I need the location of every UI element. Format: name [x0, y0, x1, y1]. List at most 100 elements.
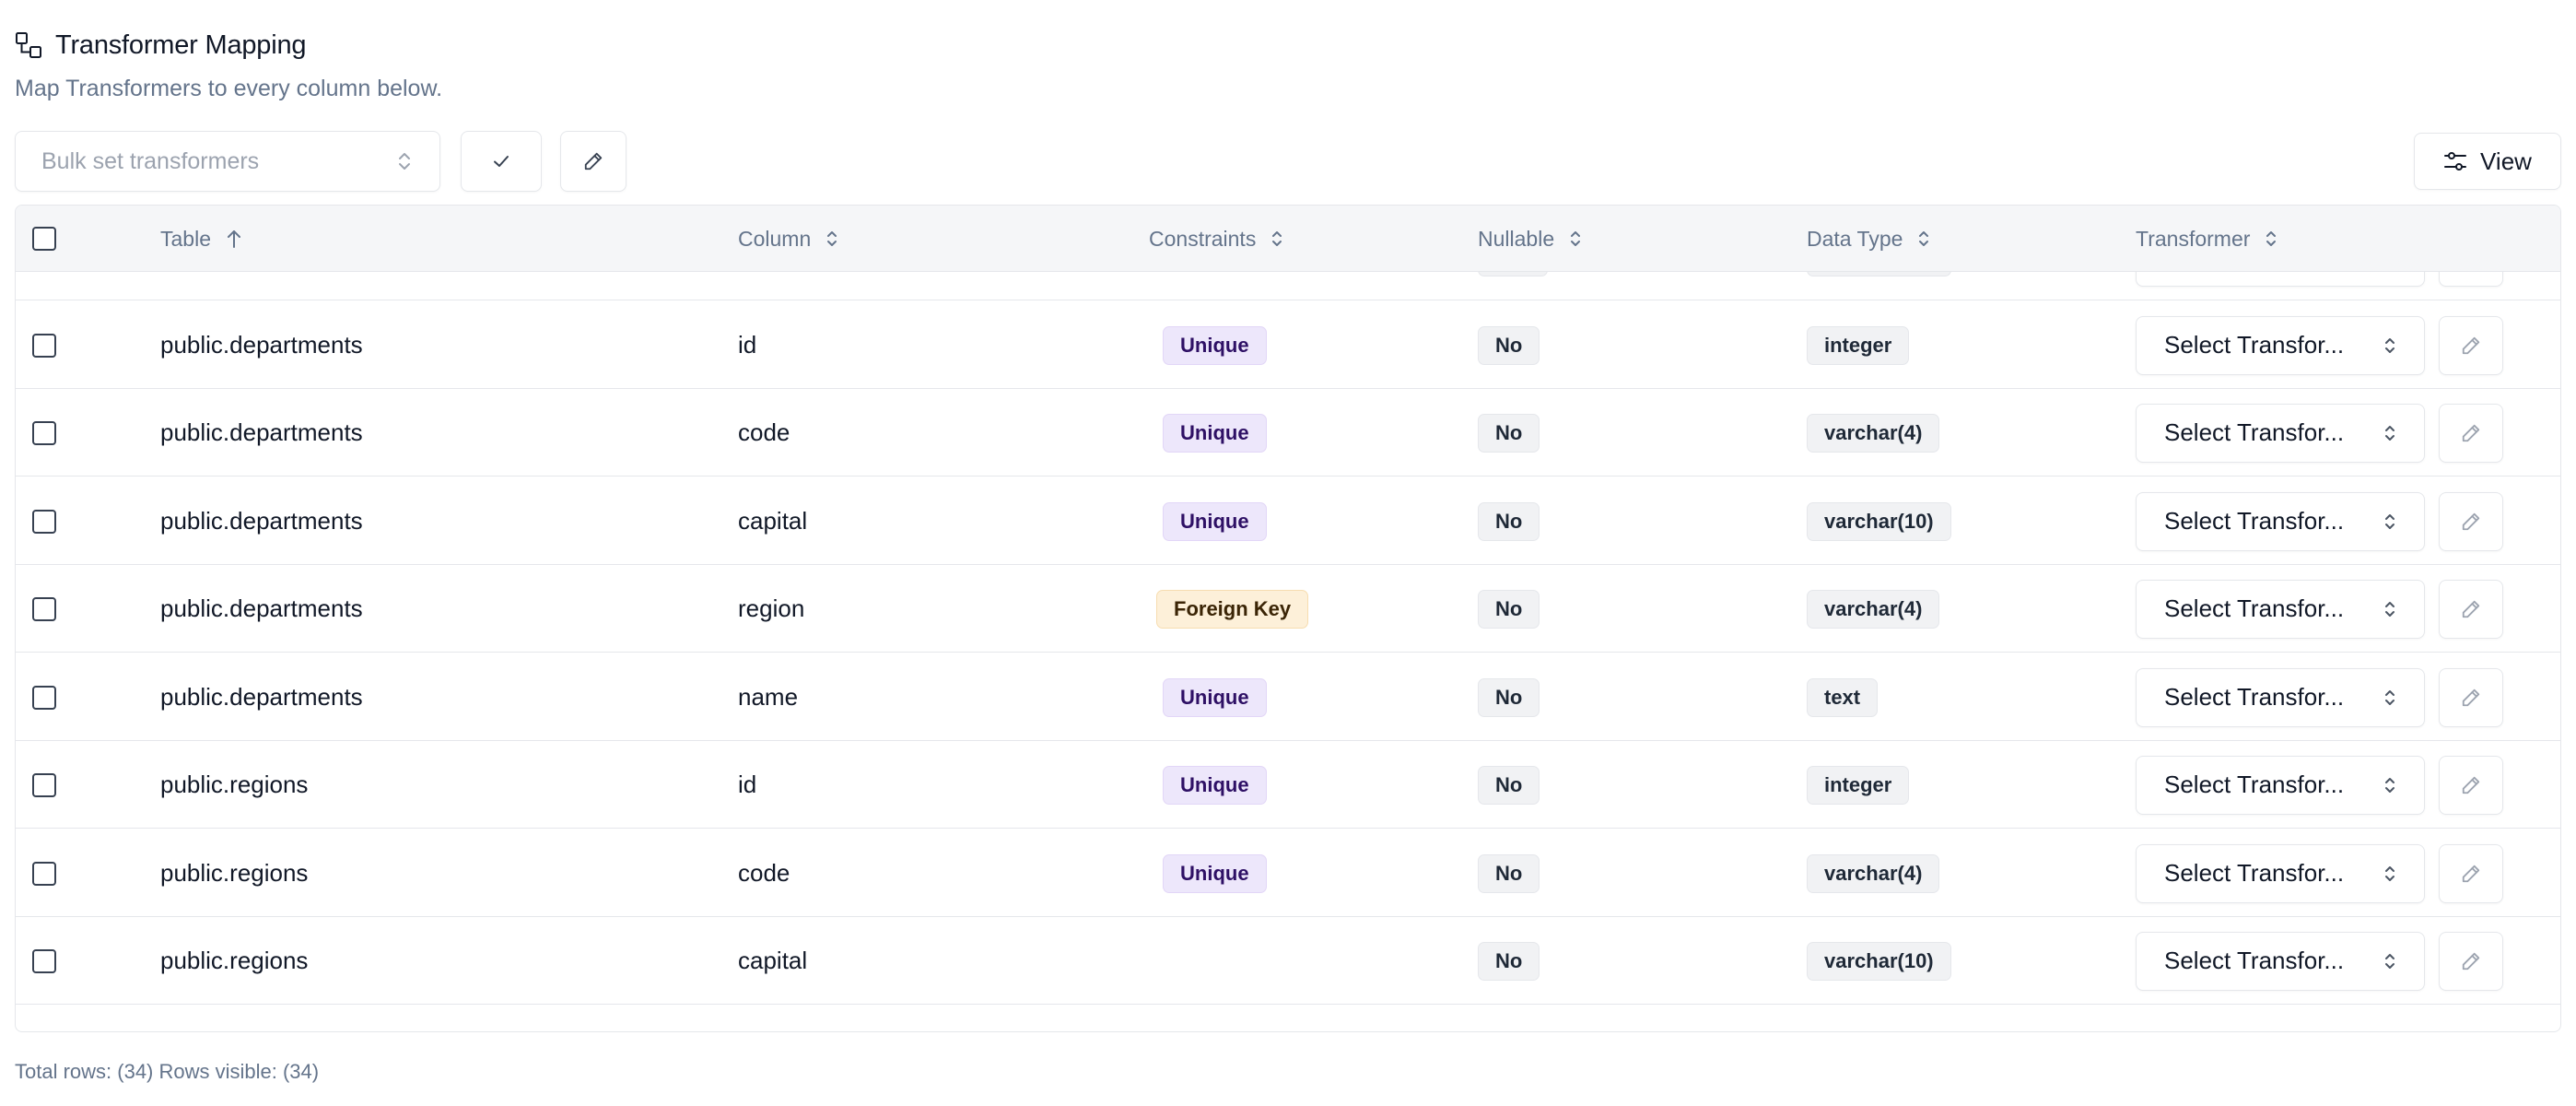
column-header-column[interactable]: Column — [738, 206, 838, 272]
data-type-cell: varchar(10) — [1807, 477, 1951, 565]
edit-transformer-button[interactable] — [2439, 491, 2503, 551]
table-row: public.departments code Unique No varchar(4)… — [16, 389, 2560, 477]
pencil-icon — [2462, 952, 2480, 970]
constraint-cell: Foreign Key — [1156, 565, 1309, 653]
edit-transformer-button[interactable] — [2439, 667, 2503, 727]
constraint-cell: Unique — [1163, 741, 1267, 829]
edit-transformer-button[interactable] — [2439, 931, 2503, 991]
transformer-cell: Select Transfor... — [2136, 389, 2425, 477]
nullable-cell: No — [1478, 565, 1540, 653]
edit-transformer-button[interactable] — [2439, 843, 2503, 903]
nullable-cell: No — [1478, 741, 1540, 829]
bulk-edit-button[interactable] — [560, 131, 626, 192]
constraint-badge: Unique — [1163, 765, 1267, 805]
table-name-cell: public.departments — [160, 331, 363, 359]
constraint-cell: Unique — [1163, 830, 1267, 917]
sort-icon — [1571, 231, 1581, 246]
row-checkbox[interactable] — [32, 333, 56, 358]
nullable-cell: No — [1478, 301, 1540, 389]
column-name-cell: region — [738, 594, 805, 622]
sort-icon — [2266, 231, 2277, 246]
row-checkbox[interactable] — [32, 420, 56, 445]
select-cell — [32, 917, 56, 1005]
transformer-select[interactable]: Select Transfor... — [2136, 667, 2425, 727]
transformer-select-label: Select Transfor... — [2164, 683, 2345, 711]
edit-cell — [2439, 741, 2503, 829]
table-name-cell: public.regions — [160, 859, 309, 887]
chevron-up-down-icon — [399, 153, 410, 170]
apply-bulk-button[interactable] — [461, 131, 542, 192]
nullable-badge: No — [1478, 941, 1540, 981]
sort-icon — [827, 231, 837, 246]
column-header-table[interactable]: Table — [160, 206, 242, 272]
constraint-badge: Unique — [1163, 413, 1267, 453]
bulk-transformer-select[interactable]: Bulk set transformers — [15, 131, 440, 192]
data-type-badge: integer — [1807, 765, 1910, 805]
nullable-badge: No — [1478, 413, 1540, 453]
constraint-badge: Unique — [1163, 677, 1267, 717]
nullable-cell: No — [1478, 653, 1540, 741]
view-options-button[interactable]: View — [2414, 133, 2561, 190]
transformer-select[interactable]: Select Transfor... — [2136, 579, 2425, 639]
column-header-label: Column — [738, 226, 812, 251]
row-checkbox[interactable] — [32, 861, 56, 886]
table-row: public.departments id Unique No integer Selec… — [16, 301, 2560, 389]
transformer-cell: Select Transfor... — [2136, 301, 2425, 389]
nullable-badge: No — [1478, 765, 1540, 805]
pencil-icon — [2462, 865, 2480, 882]
data-type-cell: text — [1807, 653, 1879, 741]
mapping-table: Table Column Constraints Nullable Data T… — [15, 205, 2561, 1032]
transformer-select[interactable]: Select Transfor... — [2136, 403, 2425, 463]
row-checkbox[interactable] — [32, 685, 56, 710]
table-row: public.departments region Foreign Key No var… — [16, 565, 2560, 653]
edit-transformer-button[interactable] — [2439, 755, 2503, 815]
bulk-transformer-placeholder: Bulk set transformers — [41, 147, 260, 174]
data-type-badge: varchar(10) — [1807, 501, 1951, 541]
transformer-select[interactable]: Select Transfor... — [2136, 843, 2425, 903]
pencil-icon — [2462, 600, 2480, 618]
nullable-badge: No — [1478, 853, 1540, 893]
edit-transformer-button[interactable] — [2439, 579, 2503, 639]
transformer-select[interactable]: Select Transfor... — [2136, 491, 2425, 551]
page-header: Transformer Mapping Map Transformers to … — [15, 28, 442, 102]
transformer-select-label: Select Transfor... — [2164, 418, 2345, 446]
transformer-icon — [16, 32, 41, 58]
nullable-cell: No — [1478, 389, 1540, 477]
transformer-select[interactable]: Select Transfor... — [2136, 315, 2425, 375]
chevron-up-down-icon — [2385, 953, 2395, 969]
column-name-cell: id — [738, 771, 757, 798]
constraint-badge: Unique — [1163, 501, 1267, 541]
row-checkbox[interactable] — [32, 509, 56, 534]
select-cell — [32, 830, 56, 917]
column-header-constraints[interactable]: Constraints — [1149, 206, 1283, 272]
row-checkbox[interactable] — [32, 772, 56, 797]
column-header-nullable[interactable]: Nullable — [1478, 206, 1582, 272]
edit-cell — [2439, 917, 2503, 1005]
chevron-up-down-icon — [2385, 865, 2395, 881]
transformer-select[interactable]: Select Transfor... — [2136, 931, 2425, 991]
row-checkbox[interactable] — [32, 596, 56, 621]
edit-transformer-button[interactable] — [2439, 315, 2503, 375]
constraint-cell: Unique — [1163, 653, 1267, 741]
constraint-cell: Unique — [1163, 477, 1267, 565]
edit-cell — [2439, 301, 2503, 389]
select-cell — [32, 389, 56, 477]
transformer-cell: Select Transfor... — [2136, 477, 2425, 565]
column-header-label: Nullable — [1478, 226, 1555, 251]
nullable-badge: No — [1478, 677, 1540, 717]
view-label: View — [2480, 147, 2532, 175]
column-header-data-type[interactable]: Data Type — [1807, 206, 1930, 272]
column-name-cell: capital — [738, 947, 808, 974]
table-name-cell: public.departments — [160, 683, 363, 711]
transformer-select[interactable]: Select Transfor... — [2136, 755, 2425, 815]
table-header: Table Column Constraints Nullable Data T… — [16, 206, 2560, 272]
pencil-icon — [2462, 424, 2480, 441]
select-all-checkbox[interactable] — [32, 227, 56, 251]
table-name-cell: public.regions — [160, 771, 309, 798]
constraint-cell: Unique — [1163, 389, 1267, 477]
chevron-up-down-icon — [2385, 689, 2395, 705]
column-header-transformer[interactable]: Transformer — [2136, 206, 2277, 272]
row-checkbox[interactable] — [32, 948, 56, 973]
edit-transformer-button[interactable] — [2439, 403, 2503, 463]
edit-cell — [2439, 830, 2503, 917]
